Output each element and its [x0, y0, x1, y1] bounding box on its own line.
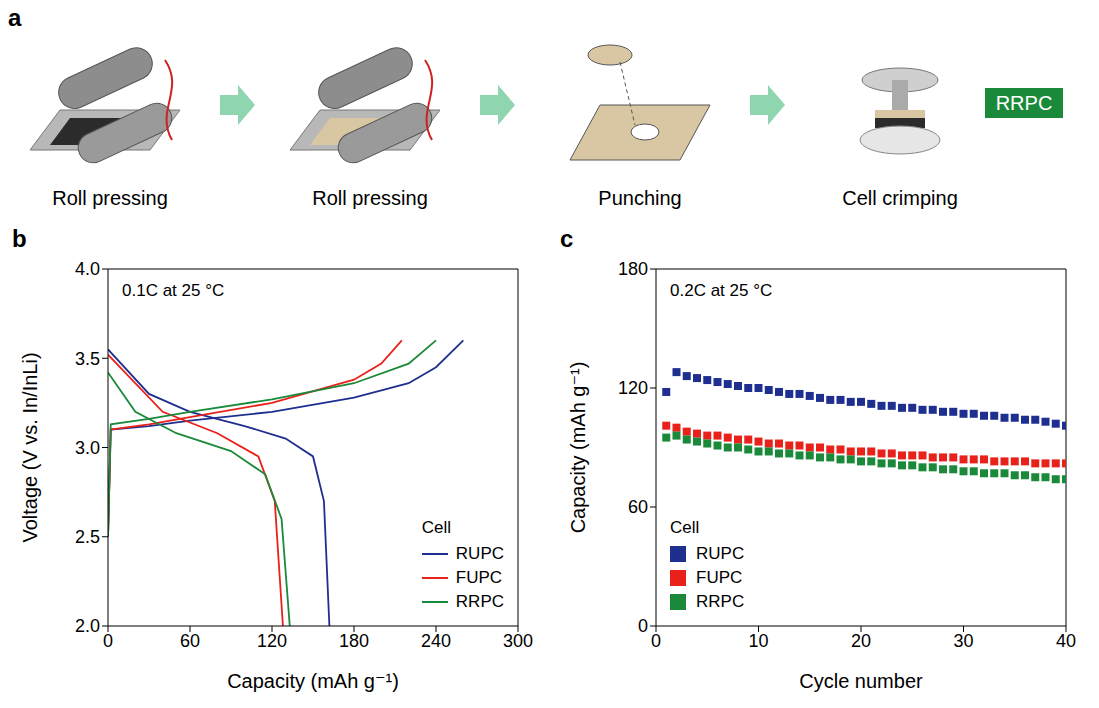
svg-text:0: 0 [103, 631, 113, 651]
svg-text:240: 240 [421, 631, 451, 651]
html-text:FUPC: FUPC [696, 568, 743, 587]
svg-text:4.0: 4.0 [75, 259, 100, 279]
svg-text:2.5: 2.5 [75, 527, 100, 547]
html-text:b: b [12, 225, 27, 252]
svg-text:300: 300 [503, 631, 533, 651]
html-text:Cell: Cell [421, 518, 452, 537]
html-text:RUPC: RUPC [696, 544, 745, 563]
svg-text:40: 40 [1056, 631, 1076, 651]
svg-text:20: 20 [851, 631, 871, 651]
svg-text:30: 30 [953, 631, 973, 651]
html-text:Cell: Cell [670, 518, 700, 537]
html-text:a: a [8, 4, 22, 31]
html-text:RUPC: RUPC [455, 544, 504, 563]
html-text:FUPC: FUPC [455, 568, 503, 587]
html-text:RRPC: RRPC [696, 592, 745, 611]
svg-text:120: 120 [618, 378, 648, 398]
svg-text:3.5: 3.5 [75, 349, 100, 369]
svg-text:0: 0 [638, 616, 648, 636]
svg-text:Punching: Punching [598, 187, 681, 209]
svg-text:Cell crimping: Cell crimping [842, 187, 958, 209]
svg-text:Capacity (mAh g⁻¹): Capacity (mAh g⁻¹) [567, 362, 589, 534]
svg-text:3.0: 3.0 [75, 438, 100, 458]
html-text:c: c [560, 225, 574, 252]
svg-text:Capacity (mAh g⁻¹): Capacity (mAh g⁻¹) [227, 670, 399, 692]
svg-text:120: 120 [257, 631, 287, 651]
svg-text:10: 10 [748, 631, 768, 651]
svg-text:180: 180 [618, 259, 648, 279]
svg-text:60: 60 [180, 631, 200, 651]
html-text:RRPC: RRPC [455, 592, 504, 611]
svg-text:Voltage (V vs. In/InLi): Voltage (V vs. In/InLi) [19, 352, 41, 542]
svg-text:RRPC: RRPC [996, 92, 1053, 114]
svg-text:Cycle number: Cycle number [799, 670, 923, 692]
svg-text:Roll pressing: Roll pressing [312, 187, 428, 209]
svg-text:0: 0 [651, 631, 661, 651]
svg-text:60: 60 [628, 497, 648, 517]
html-text:0.1C at 25 °C: 0.1C at 25 °C [122, 281, 225, 300]
svg-text:180: 180 [339, 631, 369, 651]
svg-text:Roll pressing: Roll pressing [52, 187, 168, 209]
html-text:0.2C at 25 °C: 0.2C at 25 °C [670, 281, 773, 300]
svg-text:2.0: 2.0 [75, 616, 100, 636]
